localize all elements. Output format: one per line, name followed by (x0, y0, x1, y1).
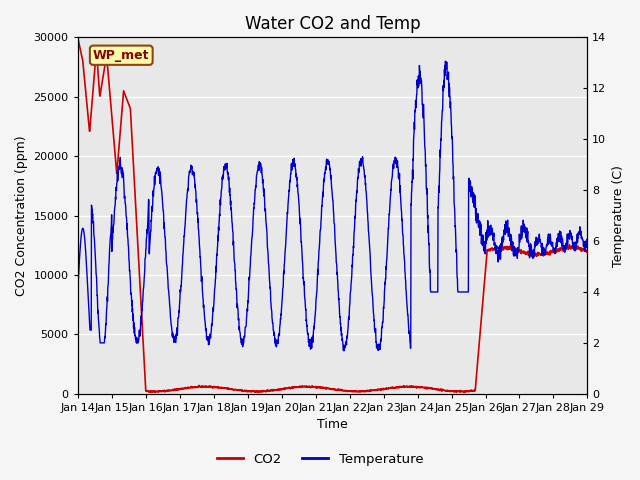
Y-axis label: CO2 Concentration (ppm): CO2 Concentration (ppm) (15, 135, 28, 296)
Title: Water CO2 and Temp: Water CO2 and Temp (244, 15, 420, 33)
Y-axis label: Temperature (C): Temperature (C) (612, 165, 625, 266)
Legend: CO2, Temperature: CO2, Temperature (211, 447, 429, 471)
X-axis label: Time: Time (317, 419, 348, 432)
Text: WP_met: WP_met (93, 49, 150, 62)
